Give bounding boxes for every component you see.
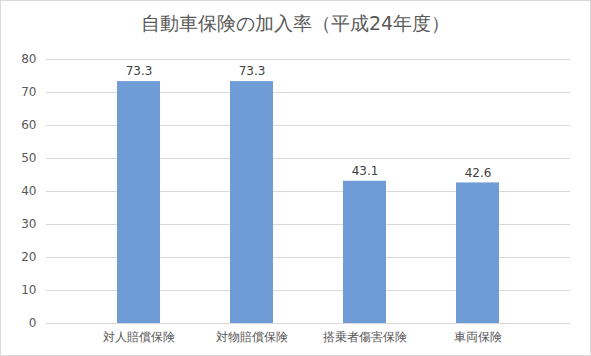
svg-text:43.1: 43.1 xyxy=(352,164,379,178)
svg-text:20: 20 xyxy=(21,250,36,264)
svg-text:73.3: 73.3 xyxy=(239,64,266,78)
html-text:自動車保険の加入率（平成24年度）: 自動車保険の加入率（平成24年度） xyxy=(140,12,451,34)
svg-text:搭乗者傷害保険: 搭乗者傷害保険 xyxy=(323,330,407,344)
svg-text:車両保険: 車両保険 xyxy=(454,330,502,344)
svg-text:30: 30 xyxy=(21,217,36,231)
svg-text:50: 50 xyxy=(21,151,36,165)
svg-text:0: 0 xyxy=(29,316,37,330)
svg-text:対物賠償保険: 対物賠償保険 xyxy=(216,330,288,344)
svg-text:対人賠償保険: 対人賠償保険 xyxy=(103,330,175,344)
svg-text:60: 60 xyxy=(21,118,36,132)
svg-text:42.6: 42.6 xyxy=(465,166,492,180)
svg-text:80: 80 xyxy=(21,52,36,66)
svg-text:70: 70 xyxy=(21,85,36,99)
svg-text:40: 40 xyxy=(21,184,36,198)
svg-text:10: 10 xyxy=(21,283,36,297)
svg-text:73.3: 73.3 xyxy=(126,64,153,78)
